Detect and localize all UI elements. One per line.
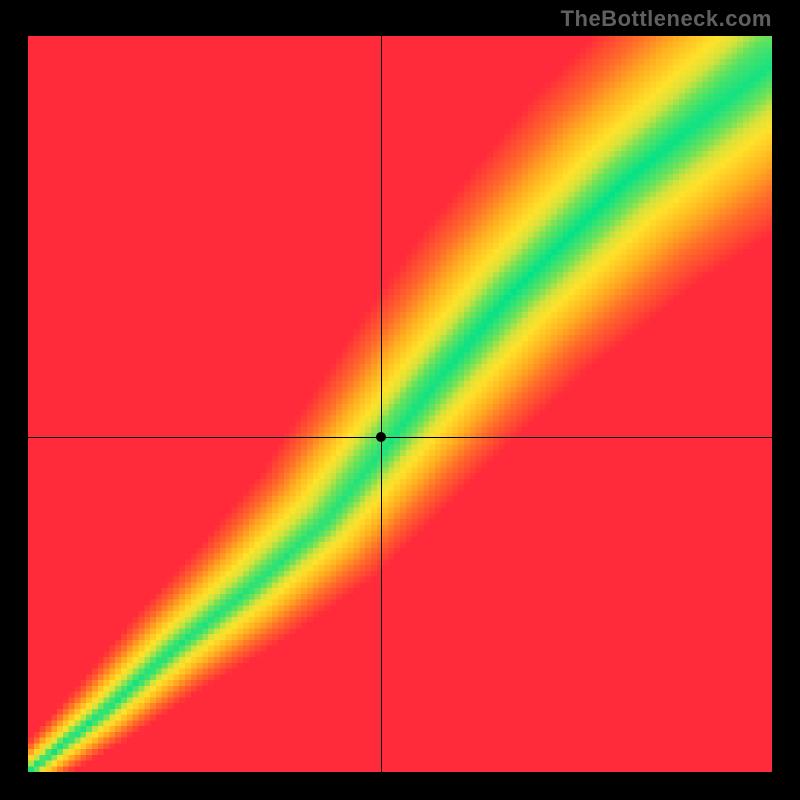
figure-container: TheBottleneck.com (0, 0, 800, 800)
crosshair-marker (376, 432, 386, 442)
watermark-text: TheBottleneck.com (561, 6, 772, 32)
crosshair-vertical (381, 36, 382, 772)
heatmap-canvas (28, 36, 772, 772)
plot-area (28, 36, 772, 772)
crosshair-horizontal (28, 437, 772, 438)
